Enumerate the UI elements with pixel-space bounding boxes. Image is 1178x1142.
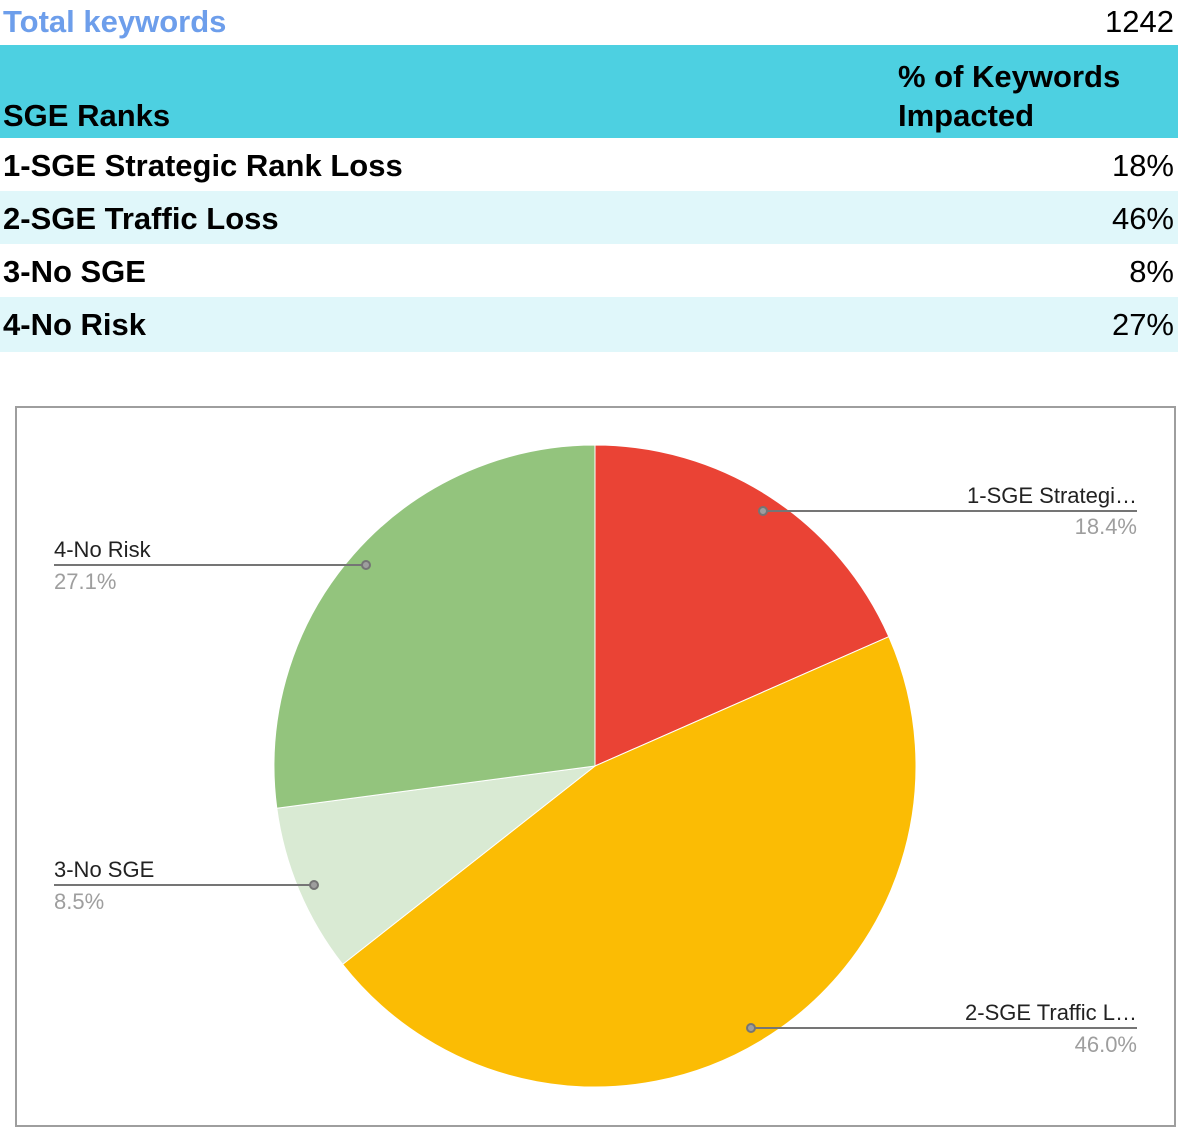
total-keywords-label: Total keywords — [3, 4, 227, 39]
leader-dot-3 — [309, 880, 319, 890]
pie-chart-svg: 1-SGE Strategi… 18.4% 2-SGE Traffic L… 4… — [54, 444, 1137, 1088]
rank-cell: 3-No SGE — [3, 254, 146, 289]
header-pct-impacted: % of Keywords Impacted — [898, 57, 1158, 135]
pct-cell: 8% — [1129, 254, 1174, 289]
header-sge-ranks: SGE Ranks — [3, 98, 171, 133]
pie-slice-2 — [341, 636, 917, 1088]
leader-dot-2 — [746, 1023, 756, 1033]
pie-slice-1 — [594, 444, 890, 767]
pie-slice-4 — [273, 444, 596, 809]
table-header: SGE Ranks % of Keywords Impacted — [0, 45, 1178, 138]
total-keywords-row: Total keywords 1242 — [0, 0, 1178, 44]
pie-slice-3 — [276, 765, 597, 966]
slice-pct-3: 8.5% — [54, 889, 104, 914]
header-pct-line1: % of Keywords — [898, 59, 1121, 94]
table-row: 3-No SGE 8% — [0, 244, 1178, 297]
slice-label-2: 2-SGE Traffic L… — [965, 1000, 1137, 1025]
rank-cell: 2-SGE Traffic Loss — [3, 201, 279, 236]
pct-cell: 46% — [1111, 201, 1174, 236]
pct-cell: 18% — [1111, 148, 1174, 183]
rank-cell: 4-No Risk — [3, 307, 146, 342]
slice-label-1: 1-SGE Strategi… — [967, 483, 1137, 508]
leader-dot-1 — [758, 506, 768, 516]
slice-pct-2: 46.0% — [1075, 1032, 1137, 1057]
pie-chart: 1-SGE Strategi… 18.4% 2-SGE Traffic L… 4… — [15, 406, 1176, 1127]
table-row: 1-SGE Strategic Rank Loss 18% — [0, 138, 1178, 191]
total-keywords-value: 1242 — [1105, 4, 1174, 39]
rank-cell: 1-SGE Strategic Rank Loss — [3, 148, 403, 183]
slice-pct-1: 18.4% — [1075, 514, 1137, 539]
slice-label-4: 4-No Risk — [54, 537, 152, 562]
table-row: 2-SGE Traffic Loss 46% — [0, 191, 1178, 244]
slice-pct-4: 27.1% — [54, 569, 116, 594]
pie-slices — [273, 444, 917, 1088]
header-pct-line2: Impacted — [898, 98, 1035, 133]
slice-label-3: 3-No SGE — [54, 857, 154, 882]
leader-dot-4 — [361, 560, 371, 570]
pct-cell: 27% — [1111, 307, 1174, 342]
table-row: 4-No Risk 27% — [0, 297, 1178, 352]
